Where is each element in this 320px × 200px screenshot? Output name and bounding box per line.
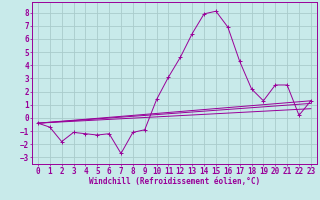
X-axis label: Windchill (Refroidissement éolien,°C): Windchill (Refroidissement éolien,°C)	[89, 177, 260, 186]
